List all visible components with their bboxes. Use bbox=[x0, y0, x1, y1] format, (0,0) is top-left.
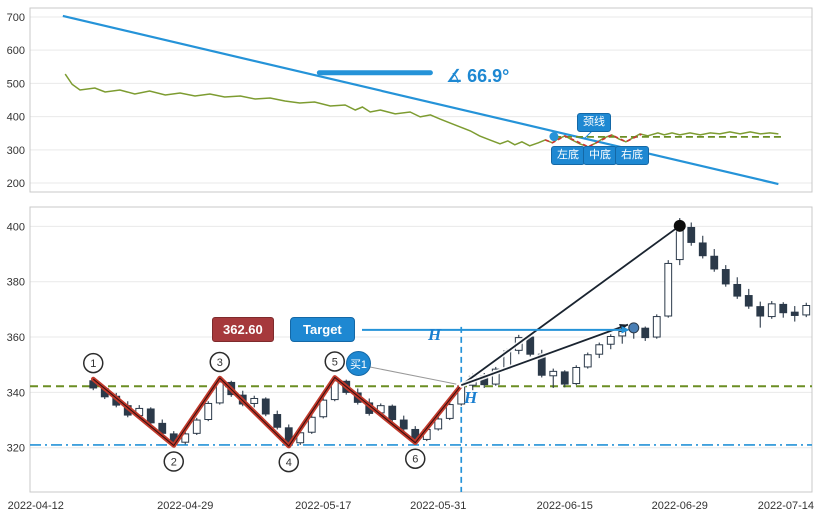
top-panel: 200 300 400 500 600 700 bbox=[7, 7, 813, 193]
pivot-circle-4[interactable] bbox=[278, 451, 299, 473]
y-tick-label: 200 bbox=[7, 178, 25, 190]
x-tick-label: 2022-05-31 bbox=[410, 500, 466, 512]
y-tick-label: 400 bbox=[7, 112, 25, 124]
pivot-circle-2[interactable] bbox=[163, 451, 184, 472]
y-tick-label: 340 bbox=[7, 387, 25, 399]
x-tick-label: 2022-05-17 bbox=[295, 500, 351, 512]
neckline-tag-pointer bbox=[583, 130, 593, 140]
y-tick-label: 320 bbox=[7, 443, 25, 455]
pivot-number: 4 bbox=[286, 457, 292, 469]
pattern-start-dot bbox=[549, 132, 559, 142]
y-tick-label: 500 bbox=[7, 78, 25, 90]
height-label-lower: H bbox=[464, 388, 478, 407]
y-tick-label: 700 bbox=[7, 12, 25, 24]
y-tick-label: 300 bbox=[7, 145, 25, 157]
target-button[interactable]: Target bbox=[290, 317, 355, 342]
y-tick-label: 360 bbox=[7, 332, 25, 344]
x-tick-label: 2022-06-15 bbox=[537, 500, 593, 512]
pivot-number: 5 bbox=[332, 356, 338, 368]
trendline-angle-label: ∡ 66.9° bbox=[446, 66, 510, 86]
price-line-series bbox=[64, 73, 779, 148]
neckline-tag[interactable]: 颈线 bbox=[577, 113, 611, 132]
pivot-circle-3[interactable] bbox=[209, 351, 230, 373]
bottom-pattern-zigzag bbox=[544, 133, 642, 148]
buy-signal-badge[interactable]: 买1 bbox=[346, 351, 371, 376]
pivot-number: 1 bbox=[90, 358, 96, 370]
peak-dot bbox=[673, 219, 686, 232]
height-label-upper: H bbox=[428, 325, 442, 344]
pivot-number: 3 bbox=[217, 357, 223, 369]
trend-arrows bbox=[458, 219, 686, 388]
target-price-label: 362.60 bbox=[212, 317, 274, 342]
target-hit-dot bbox=[628, 322, 640, 334]
pivot-circle-6[interactable] bbox=[405, 448, 426, 469]
buy-pointer-line bbox=[369, 366, 457, 385]
pivot-markers: 1 2 3 4 5 6 bbox=[83, 351, 426, 473]
pivot-circle-1[interactable] bbox=[83, 352, 104, 374]
y-tick-label: 400 bbox=[7, 221, 25, 233]
bottom-panel: 320 340 360 380 400 2022-04-12 2022-04-29 2022-… bbox=[7, 206, 814, 512]
y-tick-label: 380 bbox=[7, 277, 25, 289]
pivot-circle-5[interactable] bbox=[324, 351, 345, 372]
pivot-number: 6 bbox=[412, 454, 418, 466]
descending-trendline bbox=[62, 14, 779, 186]
x-tick-label: 2022-04-12 bbox=[8, 500, 64, 512]
left-bottom-tag[interactable]: 左底 bbox=[551, 146, 585, 165]
zigzag-pattern bbox=[91, 375, 464, 449]
x-tick-label: 2022-07-14 bbox=[758, 500, 814, 512]
x-tick-label: 2022-04-29 bbox=[157, 500, 213, 512]
middle-bottom-tag[interactable]: 中底 bbox=[583, 146, 617, 165]
y-tick-label: 600 bbox=[7, 45, 25, 57]
target-arrow bbox=[362, 322, 640, 334]
right-bottom-tag[interactable]: 右底 bbox=[615, 146, 649, 165]
pivot-number: 2 bbox=[171, 457, 177, 469]
x-tick-label: 2022-06-29 bbox=[652, 500, 708, 512]
